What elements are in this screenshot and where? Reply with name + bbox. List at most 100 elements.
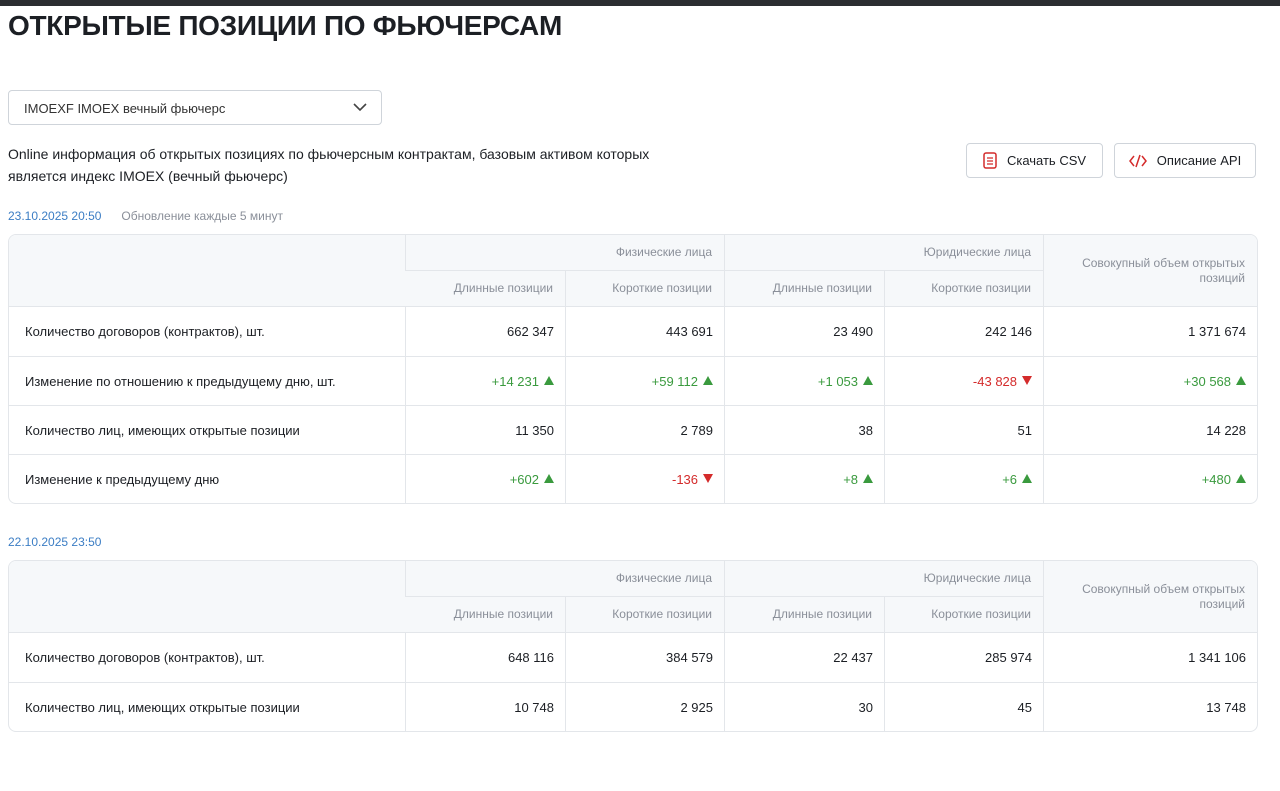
value-cell: 22 437 — [724, 633, 884, 682]
up-arrow — [863, 375, 874, 385]
header-row: Физические лица Юридические лица Совокупны… — [9, 235, 1258, 307]
value-cell: 30 — [724, 682, 885, 731]
up-arrow — [1236, 375, 1247, 385]
up-arrow — [1236, 473, 1247, 483]
up-arrow — [703, 375, 714, 385]
value-cell: 51 — [884, 405, 1044, 454]
cell-value: 648 116 — [507, 650, 554, 665]
cell-value: 14 228 — [1206, 422, 1247, 438]
row-label: Изменение по отношению к предыдущему дню… — [9, 356, 405, 405]
cell-value: 662 347 — [507, 324, 554, 339]
browser-bar — [0, 0, 1280, 6]
cell-value: +602 — [509, 471, 539, 487]
cell-value: 443 691 — [666, 324, 714, 339]
row-label: Количество договоров (контрактов), шт. — [25, 650, 265, 665]
value-cell: 662 347 — [405, 307, 565, 356]
sub-header: Длинные позиции — [405, 597, 565, 633]
sub-header: Длинные позиции — [724, 597, 885, 633]
cell-value: -43 828 — [972, 373, 1018, 389]
value-cell: 23 490 — [724, 307, 884, 356]
cell-value: 2 789 — [680, 422, 714, 438]
cell-value: 1 341 106 — [1188, 650, 1247, 665]
table-row: Количество договоров (контрактов), шт. 64… — [9, 633, 1257, 682]
value-cell: 11 350 — [405, 405, 565, 454]
positions-table: Физические лица Юридические лица Совокупны… — [8, 234, 1259, 504]
value-cell: 2 925 — [565, 682, 725, 731]
table-row: Изменение к предыдущему дню +602 -136 +8 +6 +… — [9, 454, 1258, 503]
table-row: Количество договоров (контрактов), шт. 66… — [9, 307, 1257, 356]
date-line: 23.10.2025 20:50 Обновление каждые 5 мину… — [8, 209, 283, 223]
table-row: Количество лиц, имеющих открытые позиции… — [9, 682, 1258, 731]
cell-value: 22 437 — [833, 650, 874, 665]
cell-value: 384 579 — [666, 650, 714, 665]
cell-value: +1 053 — [817, 373, 859, 389]
file-icon — [983, 152, 997, 169]
sub-header: Короткие позиции — [884, 597, 1044, 633]
page-title: ОТКРЫТЫЕ ПОЗИЦИИ ПО ФЬЮЧЕРСАМ — [8, 10, 562, 41]
group-header: Физические лица — [405, 235, 725, 271]
value-cell: +6 — [884, 454, 1044, 503]
select-value: IMOEXF IMOEX вечный фьючерс — [24, 101, 226, 116]
cell-value: 285 974 — [985, 650, 1033, 665]
value-cell: +1 053 — [724, 356, 885, 405]
cell-value: +14 231 — [491, 373, 539, 389]
date-line: 22.10.2025 23:50 — [8, 535, 121, 549]
value-cell: +59 112 — [565, 356, 725, 405]
cell-value: 23 490 — [833, 324, 874, 339]
value-cell: 242 146 — [884, 307, 1043, 356]
value-cell: 1 341 106 — [1043, 633, 1257, 682]
cell-value: 11 350 — [515, 422, 554, 438]
sub-header: Длинные позиции — [405, 271, 565, 307]
header-row: Длинные позиции Короткие позиции Длинные п… — [9, 597, 1257, 633]
cell-value: 51 — [1017, 422, 1033, 438]
header-row: Физические лица Юридические лица Совокупны… — [9, 561, 1258, 633]
row-label: Количество лиц, имеющих открытые позиции — [9, 682, 405, 731]
positions-table: Физические лица Юридические лица Совокупны… — [8, 560, 1259, 732]
cell-value: +30 568 — [1183, 373, 1232, 389]
value-cell: -43 828 — [884, 356, 1044, 405]
cell-value: 13 748 — [1206, 699, 1247, 715]
table-row: Изменение по отношению к предыдущему дню… — [9, 356, 1258, 405]
table-head: Физические лица Юридические лица Совокупны… — [9, 235, 1258, 307]
down-arrow — [1022, 375, 1033, 385]
table-body: Количество договоров (контрактов), шт. 64… — [9, 633, 1258, 731]
up-arrow — [863, 473, 874, 483]
sub-header: Короткие позиции — [565, 271, 725, 307]
row-label: Количество договоров (контрактов), шт. — [25, 324, 265, 339]
value-cell: +8 — [724, 454, 885, 503]
corner-cell — [9, 561, 405, 633]
cell-value: 10 748 — [514, 699, 554, 715]
value-cell: 2 789 — [565, 405, 725, 454]
button-label: Скачать CSV — [1006, 153, 1087, 168]
cell-value: +59 112 — [651, 373, 699, 389]
cell-value: 45 — [1017, 699, 1033, 715]
code-icon — [1128, 154, 1147, 167]
value-cell: 10 748 — [405, 682, 565, 731]
value-cell: -136 — [565, 454, 725, 503]
value-cell: 384 579 — [565, 633, 724, 682]
download-csv-button[interactable]: Скачать CSV — [966, 143, 1103, 178]
sub-header: Короткие позиции — [565, 597, 725, 633]
value-cell: +480 — [1043, 454, 1258, 503]
cell-value: 2 925 — [680, 699, 714, 715]
chevron-icon — [353, 103, 367, 112]
cell-value: 38 — [858, 422, 874, 438]
table-row: Количество лиц, имеющих открытые позиции… — [9, 405, 1258, 454]
futures-select[interactable]: IMOEXF IMOEX вечный фьючерс — [8, 90, 382, 125]
corner-cell — [9, 235, 405, 307]
cell-value: -136 — [671, 471, 699, 487]
total-header: Совокупный объем открытых позиций — [1043, 235, 1258, 307]
api-button[interactable]: Описание API — [1114, 143, 1256, 178]
table-head: Физические лица Юридические лица Совокупны… — [9, 561, 1258, 633]
cell-value: +6 — [1002, 471, 1018, 487]
value-cell: 1 371 674 — [1043, 307, 1257, 356]
up-arrow — [544, 473, 554, 483]
value-cell: 13 748 — [1043, 682, 1258, 731]
value-cell: 648 116 — [405, 633, 565, 682]
table-body: Количество договоров (контрактов), шт. 66… — [9, 307, 1258, 503]
total-header: Совокупный объем открытых позиций — [1043, 561, 1258, 633]
update-note: Обновление каждые 5 минут — [121, 209, 283, 223]
value-cell: 443 691 — [565, 307, 724, 356]
cell-value: +480 — [1201, 471, 1232, 487]
group-header: Юридические лица — [724, 235, 1044, 271]
